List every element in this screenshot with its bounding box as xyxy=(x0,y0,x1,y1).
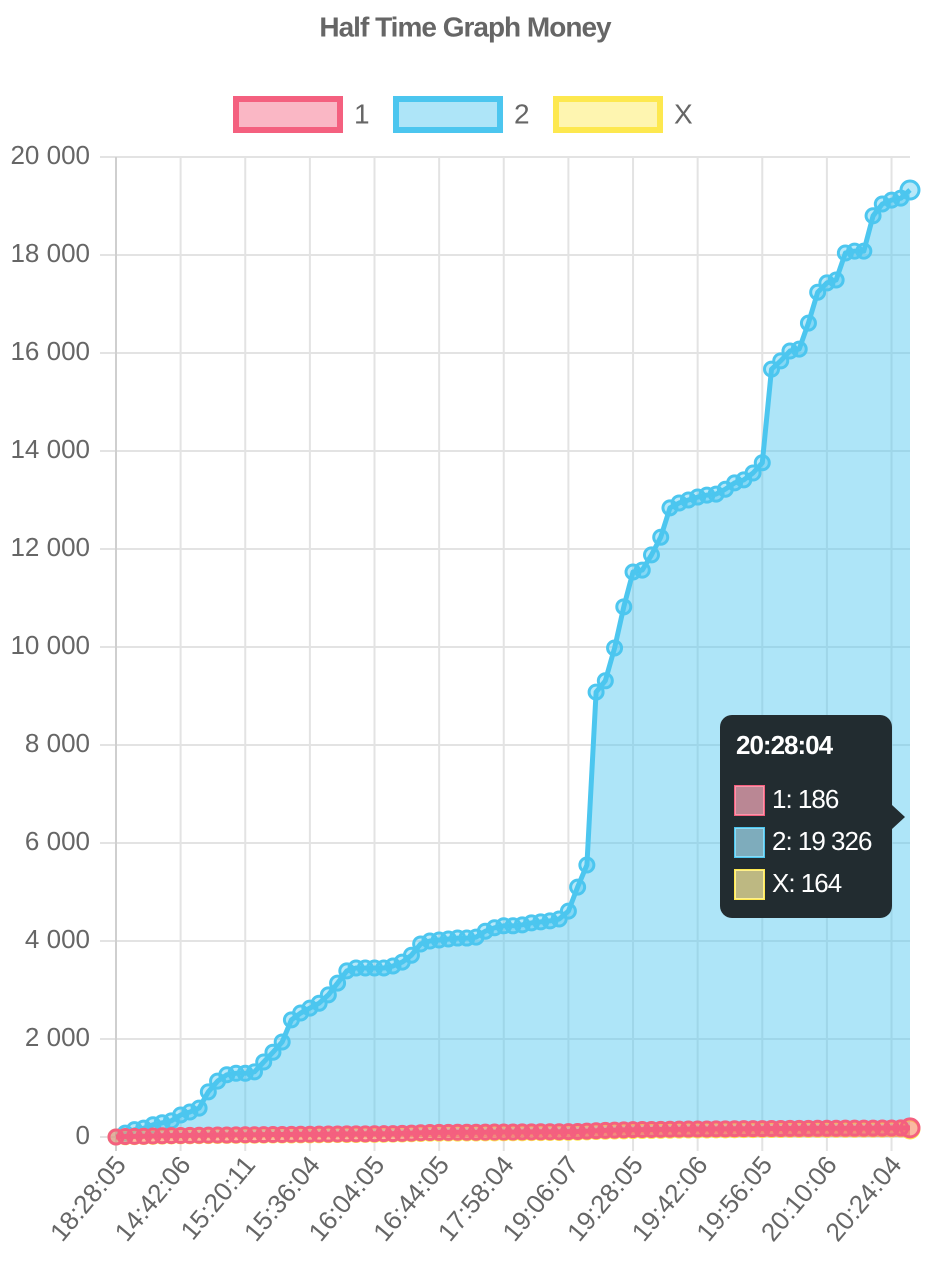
legend-swatch xyxy=(393,96,503,133)
point xyxy=(744,464,762,482)
tooltip-line: X: 164 xyxy=(772,868,842,898)
tooltip: 20:28:04 1: 186 2: 19 326 X: 164 xyxy=(720,715,905,918)
point xyxy=(899,1117,921,1139)
point xyxy=(615,598,633,616)
point xyxy=(190,1099,208,1117)
tooltip-box xyxy=(720,715,892,918)
y-tick-label: 10 000 xyxy=(10,630,90,660)
legend-label: 1 xyxy=(354,98,370,129)
tooltip-line: 2: 19 326 xyxy=(772,826,872,856)
y-tick-label: 2 000 xyxy=(25,1022,90,1052)
point xyxy=(319,986,337,1004)
point xyxy=(799,314,817,332)
point xyxy=(559,902,577,920)
tooltip-title: 20:28:04 xyxy=(736,730,834,760)
legend-swatch xyxy=(553,96,663,133)
y-tick-label: 18 000 xyxy=(10,238,90,268)
tooltip-swatch-bg xyxy=(735,870,764,899)
tooltip-line: 1: 186 xyxy=(772,784,839,814)
point xyxy=(652,528,670,546)
tooltip-swatch-bg xyxy=(735,828,764,857)
tooltip-swatch xyxy=(734,869,765,900)
legend-label: X xyxy=(674,98,693,129)
point xyxy=(199,1083,217,1101)
y-tick-label: 4 000 xyxy=(25,924,90,954)
point xyxy=(273,1033,291,1051)
tooltip-swatch xyxy=(734,827,765,858)
point xyxy=(587,683,605,701)
point xyxy=(606,639,624,657)
point xyxy=(790,340,808,358)
legend-swatch xyxy=(233,96,343,133)
point xyxy=(329,974,347,992)
point xyxy=(402,946,420,964)
point xyxy=(827,271,845,289)
tooltip-caret xyxy=(892,805,905,829)
point xyxy=(633,561,651,579)
point xyxy=(569,878,587,896)
point xyxy=(753,454,771,472)
point xyxy=(642,546,660,564)
tooltip-swatch-bg xyxy=(735,786,764,815)
point xyxy=(255,1053,273,1071)
y-tick-label: 20 000 xyxy=(10,140,90,170)
point xyxy=(855,242,873,260)
y-tick-label: 0 xyxy=(76,1120,90,1150)
point xyxy=(264,1043,282,1061)
y-tick-label: 6 000 xyxy=(25,826,90,856)
area xyxy=(116,190,910,1137)
point xyxy=(864,207,882,225)
y-tick-label: 12 000 xyxy=(10,532,90,562)
tooltip-swatch xyxy=(734,785,765,816)
y-tick-label: 16 000 xyxy=(10,336,90,366)
y-tick-label: 8 000 xyxy=(25,728,90,758)
point xyxy=(578,856,596,874)
point xyxy=(245,1063,263,1081)
point xyxy=(899,179,921,201)
point xyxy=(772,352,790,370)
legend-label: 2 xyxy=(514,98,530,129)
point xyxy=(596,672,614,690)
y-tick-label: 14 000 xyxy=(10,434,90,464)
legend: 1 2 X xyxy=(233,96,693,133)
chart-title: Half Time Graph Money xyxy=(319,11,612,42)
